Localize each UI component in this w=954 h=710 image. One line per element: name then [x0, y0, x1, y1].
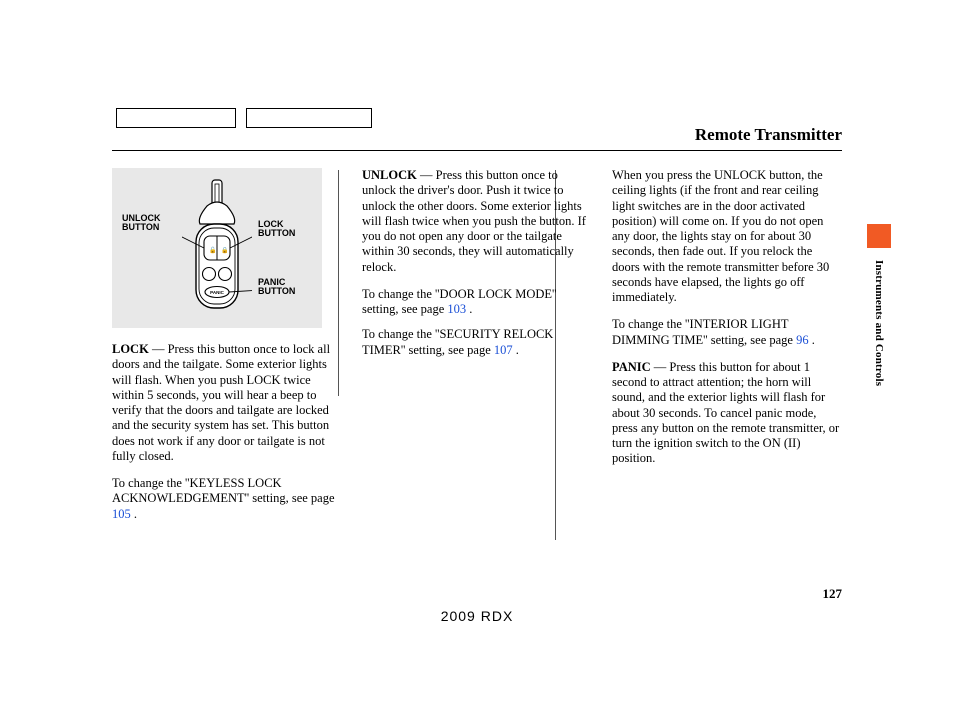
- door-lock-mode-paragraph: To change the ''DOOR LOCK MODE'' setting…: [362, 287, 592, 318]
- svg-text:PANIC: PANIC: [210, 290, 224, 295]
- interior-dim-paragraph: To change the ''INTERIOR LIGHT DIMMING T…: [612, 317, 842, 348]
- page-title: Remote Transmitter: [695, 125, 842, 145]
- page-ref-96[interactable]: 96: [796, 333, 809, 347]
- diagram-label-panic: PANIC BUTTON: [258, 278, 295, 297]
- section-tab: [867, 224, 891, 248]
- diagram-label-lock: LOCK BUTTON: [258, 220, 295, 239]
- footer-model-year: 2009 RDX: [0, 608, 954, 624]
- page-ref-107[interactable]: 107: [494, 343, 513, 357]
- content-columns: 🔓 🔒 PANIC UNLOCK BUTTON LOCK BUTTON PANI…: [112, 168, 842, 534]
- unlock-heading: UNLOCK: [362, 168, 417, 182]
- diagram-label-unlock: UNLOCK BUTTON: [122, 214, 161, 233]
- page-ref-105[interactable]: 105: [112, 507, 131, 521]
- section-side-label: Instruments and Controls: [873, 260, 885, 386]
- security-relock-paragraph: To change the ''SECURITY RELOCK TIMER'' …: [362, 327, 592, 358]
- header-empty-boxes: [116, 108, 372, 128]
- panic-paragraph: PANIC — Press this button for about 1 se…: [612, 360, 842, 467]
- svg-text:🔓: 🔓: [209, 246, 216, 254]
- column-3: When you press the UNLOCK button, the ce…: [612, 168, 842, 534]
- svg-text:🔒: 🔒: [221, 246, 228, 254]
- panic-heading: PANIC: [612, 360, 651, 374]
- keyless-ack-paragraph: To change the ''KEYLESS LOCK ACKNOWLEDGE…: [112, 476, 342, 522]
- lock-heading: LOCK: [112, 342, 149, 356]
- column-2: UNLOCK — Press this button once to unloc…: [362, 168, 592, 534]
- page-ref-103[interactable]: 103: [447, 302, 466, 316]
- ceiling-lights-paragraph: When you press the UNLOCK button, the ce…: [612, 168, 842, 305]
- unlock-paragraph: UNLOCK — Press this button once to unloc…: [362, 168, 592, 275]
- key-fob-svg: 🔓 🔒 PANIC: [182, 178, 252, 318]
- header-box-2: [246, 108, 372, 128]
- remote-diagram: 🔓 🔒 PANIC UNLOCK BUTTON LOCK BUTTON PANI…: [112, 168, 322, 328]
- page-number: 127: [823, 586, 843, 602]
- header-box-1: [116, 108, 236, 128]
- title-rule: [112, 150, 842, 151]
- lock-paragraph: LOCK — Press this button once to lock al…: [112, 342, 342, 464]
- column-1: 🔓 🔒 PANIC UNLOCK BUTTON LOCK BUTTON PANI…: [112, 168, 342, 534]
